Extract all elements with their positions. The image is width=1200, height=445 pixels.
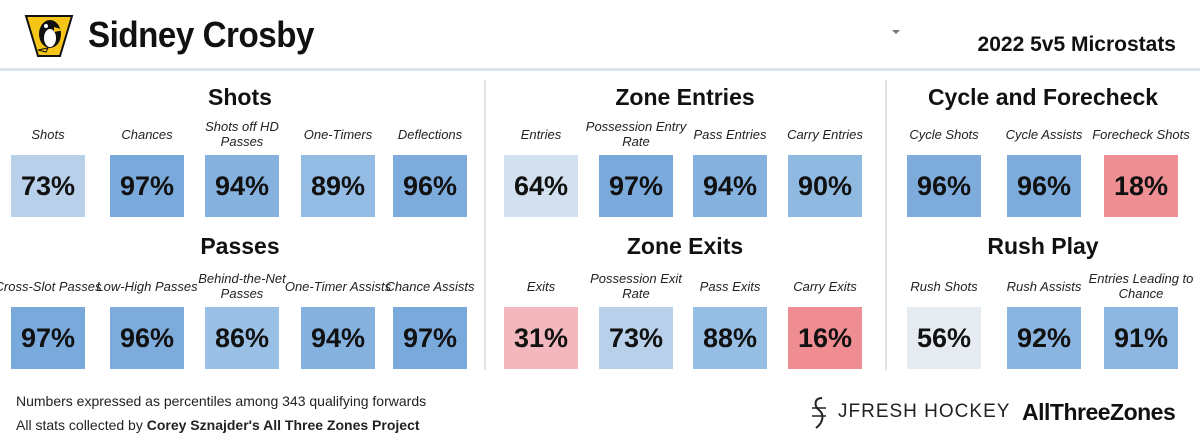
stat-value: 18% bbox=[1104, 155, 1178, 217]
stat-label: Carry Entries bbox=[787, 126, 863, 142]
header-divider bbox=[0, 68, 1200, 71]
stat-label: Cross-Slot Passes bbox=[0, 278, 102, 294]
stat-value: 31% bbox=[504, 307, 578, 369]
stat-value: 97% bbox=[110, 155, 184, 217]
footer-source-link: Corey Sznajder's All Three Zones Project bbox=[146, 417, 420, 433]
stat-value: 96% bbox=[110, 307, 184, 369]
season-title: 2022 5v5 Microstats bbox=[977, 33, 1176, 56]
stat-value: 86% bbox=[205, 307, 279, 369]
stat-label: One-Timer Assists bbox=[284, 278, 392, 294]
brand-jfresh: JFRESH HOCKEY bbox=[838, 401, 1011, 422]
stat-label: Rush Assists bbox=[1006, 278, 1082, 294]
stat-label: Entries bbox=[520, 126, 562, 142]
stat-value: 97% bbox=[599, 155, 673, 217]
stat-value: 16% bbox=[788, 307, 862, 369]
section-title-passes: Passes bbox=[200, 233, 280, 259]
stat-value: 90% bbox=[788, 155, 862, 217]
stat-value: 97% bbox=[393, 307, 467, 369]
brand-allthreezones: AllThreeZones bbox=[1022, 399, 1176, 425]
header: Sidney Crosby 2022 5v5 Microstats bbox=[0, 0, 1200, 71]
stat-value: 94% bbox=[205, 155, 279, 217]
section-divider bbox=[484, 80, 486, 370]
stat-label: Shots off HD Passes bbox=[205, 119, 279, 149]
chevron-down-icon[interactable] bbox=[892, 30, 900, 34]
stat-label: Exits bbox=[526, 278, 556, 294]
stat-label: Rush Shots bbox=[910, 278, 978, 294]
stat-label: One-Timers bbox=[303, 126, 373, 142]
stat-label: Possession Entry Rate bbox=[585, 119, 687, 149]
stat-label: Carry Exits bbox=[793, 278, 857, 294]
stat-value: 64% bbox=[504, 155, 578, 217]
section-divider bbox=[885, 80, 887, 370]
stat-label: Cycle Shots bbox=[909, 126, 979, 142]
stat-label: Cycle Assists bbox=[1005, 126, 1083, 142]
stat-label: Chance Assists bbox=[385, 278, 475, 294]
stat-value: 91% bbox=[1104, 307, 1178, 369]
section-title-zone-entries: Zone Entries bbox=[615, 84, 755, 110]
stat-value: 94% bbox=[301, 307, 375, 369]
stat-label: Pass Exits bbox=[699, 278, 761, 294]
stat-value: 96% bbox=[393, 155, 467, 217]
footer-source-prefix: All stats collected by bbox=[16, 417, 147, 433]
stat-label: Low-High Passes bbox=[96, 278, 198, 294]
stat-value: 96% bbox=[1007, 155, 1081, 217]
section-title-rush-play: Rush Play bbox=[987, 233, 1099, 259]
section-title-zone-exits: Zone Exits bbox=[626, 233, 744, 259]
stat-label: Shots bbox=[31, 126, 65, 142]
stat-label: Possession Exit Rate bbox=[590, 271, 682, 301]
stat-value: 94% bbox=[693, 155, 767, 217]
section-title-shots: Shots bbox=[208, 84, 272, 110]
footer-source-note: All stats collected by Corey Sznajder's … bbox=[16, 417, 420, 433]
stat-value: 56% bbox=[907, 307, 981, 369]
stat-value: 96% bbox=[907, 155, 981, 217]
section-title-cycle-forecheck: Cycle and Forecheck bbox=[927, 84, 1159, 110]
jfresh-logo-icon bbox=[812, 397, 826, 429]
player-name: Sidney Crosby bbox=[88, 14, 314, 55]
footer-percentile-note: Numbers expressed as percentiles among 3… bbox=[16, 393, 427, 409]
team-logo-icon bbox=[24, 15, 74, 57]
stat-value: 92% bbox=[1007, 307, 1081, 369]
stat-value: 97% bbox=[11, 307, 85, 369]
stat-label: Pass Entries bbox=[693, 126, 767, 142]
stat-label: Entries Leading to Chance bbox=[1088, 271, 1194, 301]
stat-value: 89% bbox=[301, 155, 375, 217]
stat-label: Forecheck Shots bbox=[1092, 126, 1190, 142]
stat-label: Chances bbox=[121, 126, 173, 142]
stat-label: Behind-the-Net Passes bbox=[198, 271, 286, 301]
stat-label: Deflections bbox=[397, 126, 463, 142]
stat-value: 88% bbox=[693, 307, 767, 369]
stat-value: 73% bbox=[599, 307, 673, 369]
stat-value: 73% bbox=[11, 155, 85, 217]
